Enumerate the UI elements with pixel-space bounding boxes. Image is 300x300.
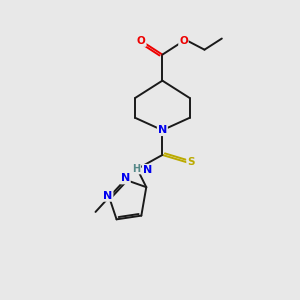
Text: N: N <box>158 125 167 135</box>
Text: O: O <box>179 36 188 46</box>
Text: O: O <box>137 36 146 46</box>
Text: N: N <box>103 191 112 201</box>
Text: N: N <box>121 173 130 184</box>
Text: H: H <box>132 164 140 174</box>
Text: S: S <box>187 158 195 167</box>
Text: N: N <box>143 165 152 175</box>
